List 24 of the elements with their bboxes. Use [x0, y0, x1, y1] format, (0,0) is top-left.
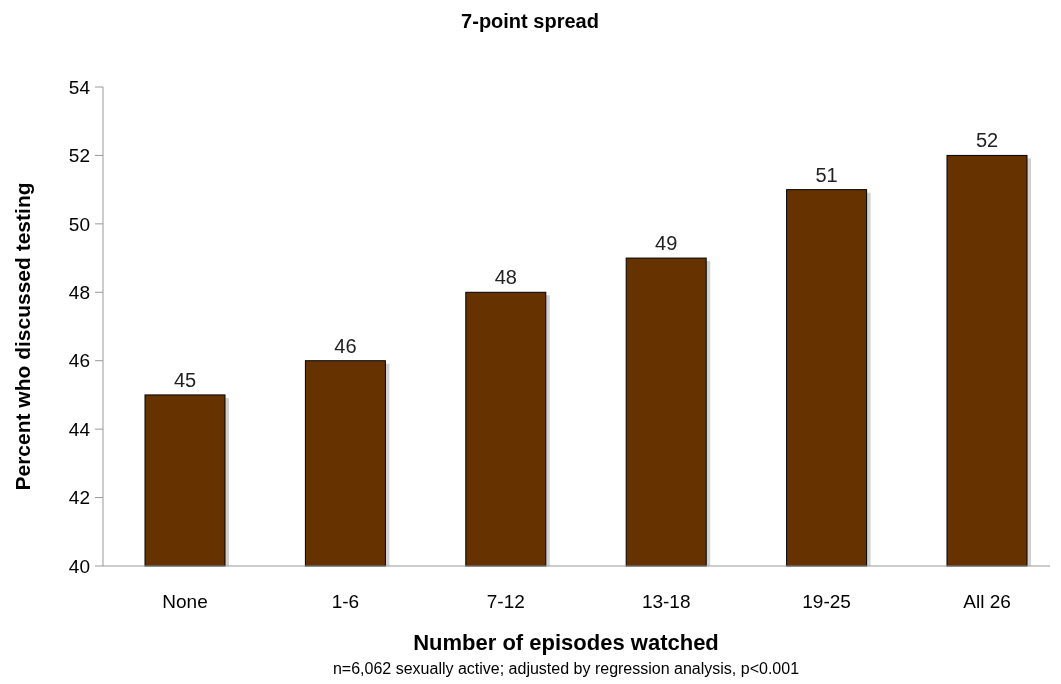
- data-label: 46: [334, 334, 357, 357]
- x-axis-title: Number of episodes watched: [413, 630, 719, 655]
- y-tick-label: 40: [68, 555, 90, 577]
- chart-title: 7-point spread: [461, 10, 599, 32]
- data-label: 51: [815, 163, 838, 186]
- y-tick-label: 50: [68, 213, 90, 235]
- data-label: 49: [655, 232, 678, 255]
- y-tick-label: 46: [68, 350, 90, 372]
- y-tick-label: 54: [68, 76, 91, 98]
- text: n=6,062 sexually active; adjusted by regression analysis, p<0.001: [332, 660, 800, 677]
- x-tick-label: 13-18: [641, 591, 691, 612]
- x-tick-label: 19-25: [802, 591, 851, 612]
- data-label: 48: [494, 266, 517, 289]
- y-axis-title: Percent who discussed testing: [11, 182, 34, 491]
- x-tick-label: All 26: [963, 591, 1011, 612]
- x-tick-label: 7-12: [486, 591, 525, 612]
- y-tick-label: 44: [68, 418, 91, 440]
- y-tick-label: 42: [68, 487, 90, 509]
- x-tick-label: None: [162, 591, 208, 612]
- x-tick-label: 1-6: [331, 591, 360, 612]
- y-tick-label: 52: [68, 145, 90, 167]
- y-tick-label: 48: [68, 281, 90, 303]
- data-label: 52: [975, 129, 999, 152]
- data-label: 45: [173, 368, 197, 391]
